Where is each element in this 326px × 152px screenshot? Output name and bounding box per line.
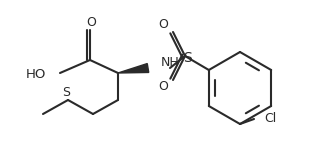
Text: Cl: Cl <box>264 112 276 126</box>
Polygon shape <box>118 64 149 73</box>
Text: S: S <box>62 86 70 100</box>
Text: NH: NH <box>161 55 180 69</box>
Text: S: S <box>183 51 191 65</box>
Text: O: O <box>158 81 168 93</box>
Text: HO: HO <box>26 69 46 81</box>
Text: O: O <box>158 19 168 31</box>
Text: O: O <box>86 16 96 29</box>
